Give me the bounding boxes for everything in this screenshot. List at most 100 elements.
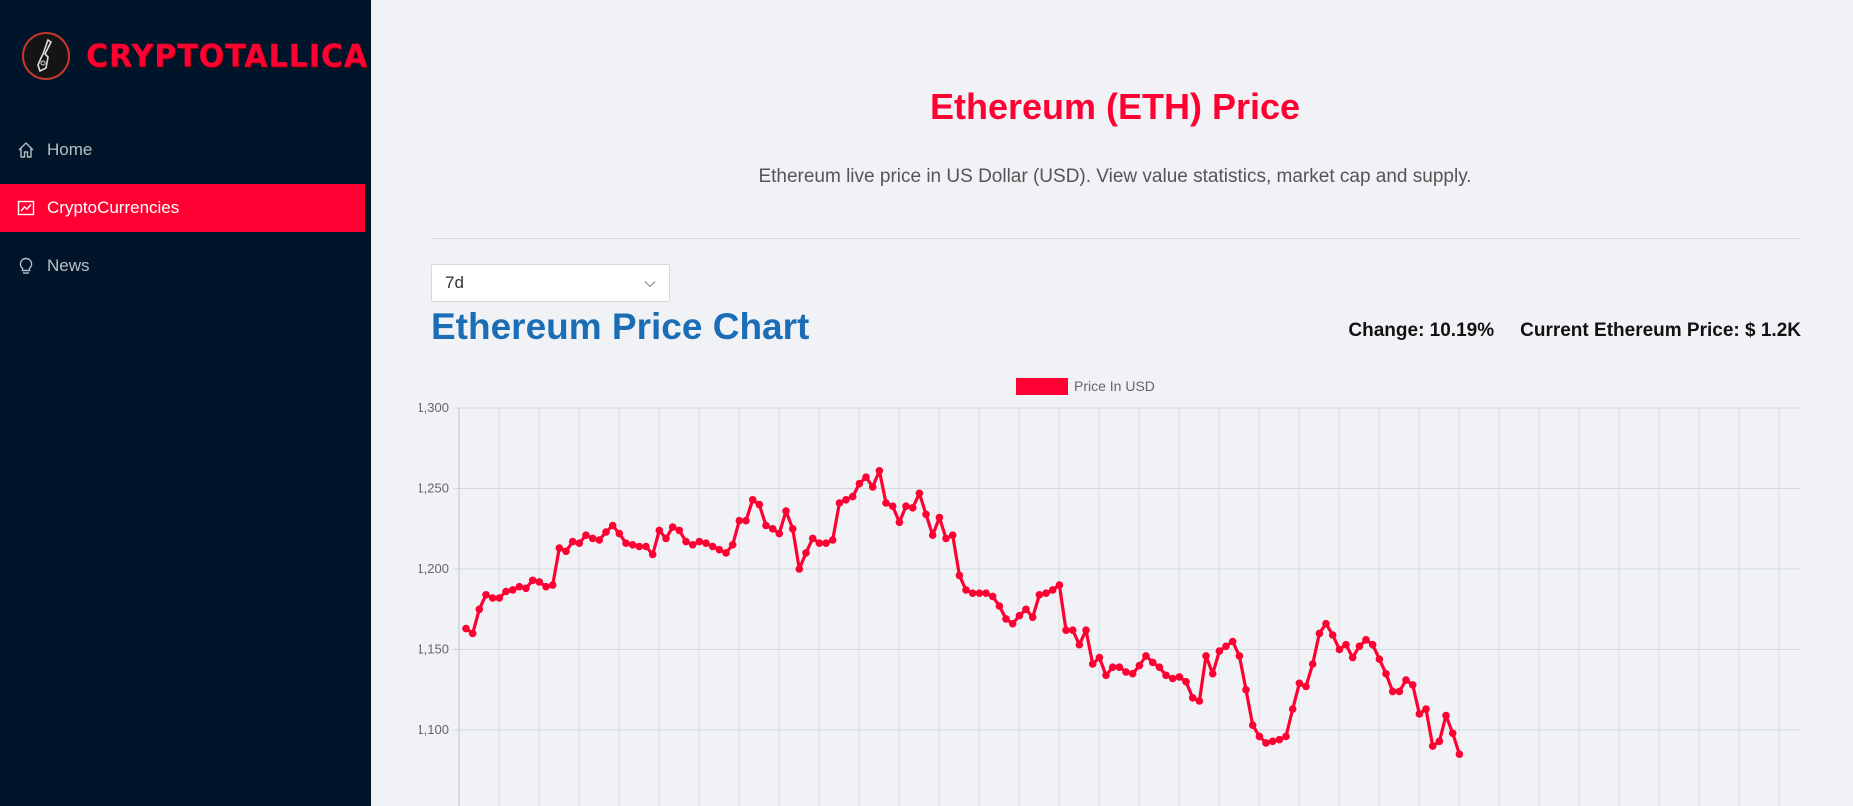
y-tick-label: 1,250 xyxy=(419,481,449,496)
data-point xyxy=(1035,591,1044,599)
sidebar-menu: Home CryptoCurrencies News xyxy=(0,126,371,300)
data-point xyxy=(1382,669,1390,678)
data-point xyxy=(795,565,804,573)
data-point xyxy=(968,589,977,597)
data-point xyxy=(1195,697,1204,705)
data-point xyxy=(648,550,657,559)
data-point xyxy=(502,587,510,596)
data-point xyxy=(1215,647,1224,655)
data-point xyxy=(1375,655,1384,663)
data-point xyxy=(942,534,950,543)
data-point xyxy=(508,586,517,594)
data-point xyxy=(462,624,470,633)
data-point xyxy=(1055,581,1064,589)
data-point xyxy=(615,529,624,538)
data-point xyxy=(1028,613,1037,622)
data-point xyxy=(835,499,844,507)
data-point xyxy=(875,467,884,475)
y-tick-label: 1,150 xyxy=(419,642,449,657)
data-point xyxy=(1315,629,1324,638)
data-point xyxy=(1422,705,1430,713)
data-point xyxy=(475,605,484,614)
data-point xyxy=(962,586,970,594)
current-price: Current Ethereum Price: $ 1.2K xyxy=(1520,320,1801,341)
data-point xyxy=(922,510,930,519)
data-point xyxy=(675,526,684,535)
data-point xyxy=(1242,686,1250,694)
data-point xyxy=(1435,737,1444,746)
data-point xyxy=(815,539,824,547)
bulb-icon xyxy=(17,257,35,275)
data-point xyxy=(555,544,564,552)
main-content: Ethereum (ETH) Price Ethereum live price… xyxy=(371,0,1853,806)
logo[interactable]: CRYPTOTALLICA xyxy=(22,32,368,80)
data-point xyxy=(1202,652,1210,660)
data-point xyxy=(822,539,830,547)
data-point xyxy=(902,502,910,510)
data-point xyxy=(568,537,577,546)
sidebar-item-cryptocurrencies[interactable]: CryptoCurrencies xyxy=(0,184,365,232)
data-point xyxy=(1308,660,1317,668)
data-point xyxy=(882,499,890,507)
data-point xyxy=(1268,737,1277,746)
data-point xyxy=(468,629,477,638)
sidebar-item-label: Home xyxy=(47,140,93,159)
legend-swatch xyxy=(1016,378,1068,395)
chart-stats: Change: 10.19% Current Ethereum Price: $… xyxy=(1348,320,1801,342)
data-point xyxy=(995,602,1004,610)
sidebar-item-news[interactable]: News xyxy=(0,242,371,290)
data-point xyxy=(1455,750,1464,758)
data-point xyxy=(1288,705,1297,713)
data-point xyxy=(702,539,710,547)
data-point xyxy=(595,536,604,544)
chart-title: Ethereum Price Chart xyxy=(431,306,810,347)
data-point xyxy=(1362,636,1370,644)
sidebar-item-label: CryptoCurrencies xyxy=(47,198,180,217)
data-point xyxy=(782,507,790,515)
data-point xyxy=(668,523,677,531)
data-point xyxy=(1122,668,1130,676)
data-point xyxy=(948,531,957,539)
data-point xyxy=(915,489,924,498)
data-point xyxy=(1155,663,1164,671)
y-tick-label: 1,100 xyxy=(419,722,449,737)
data-point xyxy=(1162,671,1170,680)
data-point xyxy=(528,576,537,585)
data-point xyxy=(1148,658,1157,667)
divider xyxy=(431,238,1801,239)
data-point xyxy=(828,536,837,544)
data-point xyxy=(1368,640,1377,649)
data-point xyxy=(1082,626,1090,634)
data-point xyxy=(608,521,617,530)
data-point xyxy=(728,541,737,549)
data-point xyxy=(662,534,670,543)
sidebar-item-home[interactable]: Home xyxy=(0,126,371,174)
y-tick-label: 1,200 xyxy=(419,561,449,576)
data-point xyxy=(1048,586,1057,594)
data-point xyxy=(722,549,730,557)
data-point xyxy=(1442,711,1450,720)
price-chart: 1,100 1,150 1,200 1,250 1,300 Price In USD xyxy=(416,372,1811,806)
data-point xyxy=(1068,626,1077,634)
data-point xyxy=(715,545,724,554)
data-point xyxy=(1348,653,1357,662)
data-point xyxy=(862,473,870,481)
data-point xyxy=(488,594,497,602)
data-point xyxy=(775,529,784,538)
data-point xyxy=(855,479,864,488)
data-point xyxy=(888,502,897,510)
data-point xyxy=(622,539,630,547)
page-title: Ethereum (ETH) Price xyxy=(929,86,1301,127)
data-point xyxy=(1415,710,1424,718)
data-point xyxy=(868,483,877,491)
y-tick-label: 1,300 xyxy=(419,400,449,415)
data-point xyxy=(955,571,964,580)
data-point xyxy=(848,492,857,501)
data-point xyxy=(1188,694,1197,702)
data-point xyxy=(762,521,770,530)
data-point xyxy=(988,592,997,601)
time-period-select[interactable]: 7d xyxy=(431,264,670,302)
data-point xyxy=(1228,637,1237,646)
home-icon xyxy=(17,141,35,159)
price-line xyxy=(465,469,1461,755)
